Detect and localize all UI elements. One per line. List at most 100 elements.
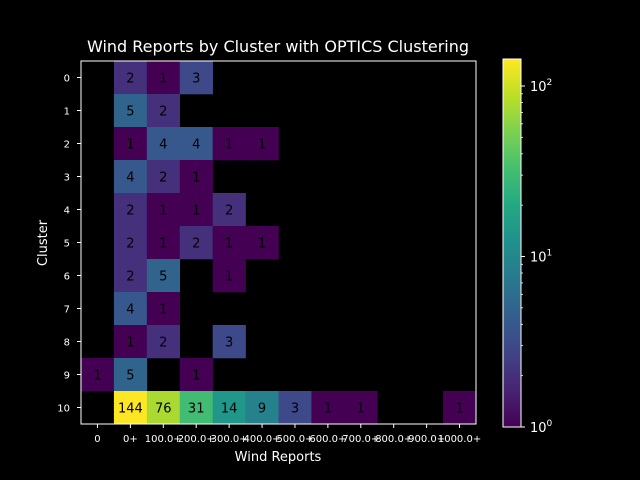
- x-tick-label: 500.0+: [276, 434, 313, 445]
- cell-value-label: 1: [225, 138, 233, 153]
- cell-value-label: 5: [126, 369, 134, 384]
- heatmap-cell: [146, 127, 181, 161]
- cell-value-label: 1: [159, 72, 167, 87]
- y-tick-label: 5: [64, 239, 70, 250]
- heatmap-cell: [113, 193, 148, 227]
- cell-value-label: 1: [258, 237, 266, 252]
- cell-value-label: 76: [155, 402, 172, 417]
- heatmap-cell: [113, 226, 148, 260]
- y-tick-label: 8: [64, 338, 70, 349]
- cell-value-label: 3: [291, 402, 299, 417]
- cell-value-label: 14: [221, 402, 238, 417]
- cell-value-label: 1: [159, 303, 167, 318]
- heatmap-cell: [245, 391, 279, 425]
- y-tick-label: 10: [57, 404, 70, 415]
- cell-value-label: 2: [159, 105, 167, 120]
- heatmap-cell: [113, 325, 148, 359]
- x-tick-label: 0+: [123, 434, 138, 445]
- heatmap-cell: [113, 94, 148, 128]
- y-axis: 0 1 2 3 4 5 6 7 8 9 10: [57, 74, 81, 415]
- y-tick-label: 0: [64, 74, 70, 85]
- y-tick-label: 3: [64, 173, 70, 184]
- cell-value-label: 2: [159, 171, 167, 186]
- cell-value-label: 1: [225, 237, 233, 252]
- colorbar-tick-label: 101: [530, 249, 552, 266]
- heatmap-cell: [146, 325, 181, 359]
- x-tick-label: 200.0+: [178, 434, 215, 445]
- y-tick-label: 4: [64, 206, 70, 217]
- cell-value-label: 4: [192, 138, 200, 153]
- chart-title: Wind Reports by Cluster with OPTICS Clus…: [87, 37, 469, 56]
- heatmap-cell: [212, 391, 246, 425]
- heatmap-cell: [245, 226, 279, 260]
- heatmap-cell: [113, 391, 148, 425]
- heatmap-cell: [179, 160, 213, 194]
- heatmap-cell: [146, 226, 181, 260]
- x-axis: 0 0+ 100.0+200.0+300.0+400.0+500.0+600.0+7…: [94, 424, 481, 445]
- cell-value-label: 4: [126, 171, 134, 186]
- cell-value-label: 1: [357, 402, 365, 417]
- cell-value-label: 1: [126, 138, 134, 153]
- heatmap-cell: [113, 259, 148, 293]
- x-tick-label: 400.0+: [244, 434, 281, 445]
- heatmap-cell: [212, 193, 246, 227]
- cell-value-label: 2: [126, 72, 134, 87]
- heatmap-cell: [113, 358, 148, 392]
- cell-value-label: 2: [126, 270, 134, 285]
- cell-value-label: 1: [225, 270, 233, 285]
- y-tick-label: 1: [64, 107, 70, 118]
- cell-value-label: 3: [192, 72, 200, 87]
- cell-value-label: 1: [455, 402, 463, 417]
- heatmap-cell: [113, 127, 148, 161]
- x-axis-label: Wind Reports: [235, 450, 322, 465]
- heatmap-cell: [179, 127, 213, 161]
- heatmap-cell: [179, 358, 213, 392]
- cell-value-label: 5: [126, 105, 134, 120]
- heatmap-cell: [212, 127, 246, 161]
- colorbar-tick-label: 100: [530, 419, 553, 436]
- heatmap-cell: [179, 391, 213, 425]
- cell-value-label: 2: [159, 336, 167, 351]
- heatmap-cell: [179, 193, 213, 227]
- heatmap-cell: [344, 391, 378, 425]
- cell-value-label: 5: [159, 270, 167, 285]
- heatmap-cell: [212, 259, 246, 293]
- cell-value-label: 2: [126, 204, 134, 219]
- heatmap-cell: [212, 226, 246, 260]
- cell-value-label: 4: [159, 138, 167, 153]
- cell-value-label: 1: [324, 402, 332, 417]
- heatmap-cell: [278, 391, 312, 425]
- y-axis-label: Cluster: [36, 219, 51, 266]
- heatmap-cell: [146, 292, 181, 326]
- cell-value-label: 2: [126, 237, 134, 252]
- x-tick-label: 700.0+: [342, 434, 379, 445]
- heatmap-cell: [146, 160, 181, 194]
- heatmap-cell: [146, 94, 181, 128]
- heatmap-cell: [311, 391, 345, 425]
- cell-value-label: 31: [188, 402, 205, 417]
- colorbar-ticks: 100 101 102: [521, 78, 553, 436]
- x-tick-label: 1000.0+: [438, 434, 481, 445]
- cell-value-label: 1: [93, 369, 101, 384]
- cell-value-label: 144: [118, 402, 143, 417]
- cell-value-label: 1: [159, 204, 167, 219]
- cell-value-label: 2: [225, 204, 233, 219]
- heatmap-cell: [179, 61, 213, 95]
- y-tick-label: 2: [64, 140, 70, 151]
- x-tick-label: 900.0+: [408, 434, 445, 445]
- x-tick-label: 100.0+: [145, 434, 182, 445]
- x-tick-label: 0: [94, 434, 100, 445]
- cell-value-label: 9: [258, 402, 266, 417]
- heatmap-cell: [245, 127, 279, 161]
- cell-value-label: 1: [192, 204, 200, 219]
- colorbar-tick-label: 102: [530, 78, 552, 95]
- heatmap-cell: [81, 358, 115, 392]
- cell-value-label: 1: [192, 171, 200, 186]
- heatmap-cell: [146, 391, 181, 425]
- y-tick-label: 7: [64, 305, 70, 316]
- x-tick-label: 600.0+: [309, 434, 346, 445]
- y-tick-label: 9: [64, 371, 70, 382]
- heatmap-cell: [113, 61, 148, 95]
- cell-value-label: 1: [159, 237, 167, 252]
